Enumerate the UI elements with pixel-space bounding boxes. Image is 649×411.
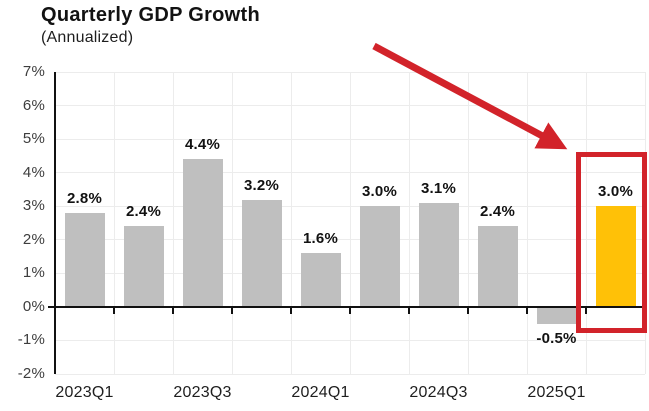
- x-axis-tick-3: [231, 306, 233, 314]
- bar-2023Q4: [241, 199, 282, 307]
- x-axis-tick-2: [172, 306, 174, 314]
- x-axis-label-2023Q3: 2023Q3: [173, 384, 232, 401]
- x-axis-tick-0: [54, 306, 56, 314]
- y-axis-label-3%: 3%: [22, 197, 45, 215]
- x-axis-zero-line: [48, 305, 645, 308]
- bar-value-label-2024Q3: 3.1%: [421, 179, 456, 197]
- x-axis-label-2024Q3: 2024Q3: [409, 384, 468, 401]
- x-axis-label-2023Q1: 2023Q1: [55, 384, 114, 401]
- x-axis-tick-9: [585, 306, 587, 314]
- gridline-v-6: [408, 72, 410, 374]
- highlighted-bar-2025Q2: [595, 206, 636, 307]
- gridline-v-7: [467, 72, 469, 374]
- x-axis-tick-6: [408, 306, 410, 314]
- x-axis-tick-7: [467, 306, 469, 314]
- gridline-v-3: [231, 72, 233, 374]
- gridline-v-2: [172, 72, 174, 374]
- bar-2023Q3: [182, 159, 223, 307]
- y-axis-label-2%: 2%: [22, 230, 45, 248]
- gridline-v-5: [349, 72, 351, 374]
- red-highlight-box: [576, 152, 647, 333]
- bar-2024Q1: [300, 253, 341, 307]
- bar-value-label-2024Q4: 2.4%: [480, 203, 515, 221]
- bar-value-label-2024Q2: 3.0%: [362, 183, 397, 201]
- y-axis-label-1%: 1%: [22, 264, 45, 282]
- x-axis-tick-5: [349, 306, 351, 314]
- y-axis-label-4%: 4%: [22, 163, 45, 181]
- bar-2024Q4: [477, 226, 518, 307]
- bar-value-label-2023Q2: 2.4%: [126, 203, 161, 221]
- bar-value-label-2025Q2: 3.0%: [598, 183, 633, 201]
- x-axis-label-2024Q1: 2024Q1: [291, 384, 350, 401]
- bar-value-label-2023Q1: 2.8%: [67, 189, 102, 207]
- bar-value-label-2024Q1: 1.6%: [303, 230, 338, 248]
- x-axis-label-2025Q1: 2025Q1: [527, 384, 586, 401]
- bar-value-label-2025Q1: -0.5%: [536, 329, 577, 347]
- y-axis-line: [54, 72, 56, 374]
- x-axis-tick-4: [290, 306, 292, 314]
- bar-2025Q1: [536, 306, 577, 324]
- gridline-v-8: [526, 72, 528, 374]
- bar-2023Q1: [64, 212, 105, 307]
- y-axis-label-0%: 0%: [22, 297, 45, 315]
- bar-value-label-2023Q4: 3.2%: [244, 176, 279, 194]
- bar-2023Q2: [123, 226, 164, 307]
- chart-title: Quarterly GDP Growth: [41, 4, 261, 26]
- bar-2024Q2: [359, 206, 400, 307]
- chart-subtitle: (Annualized): [41, 29, 134, 46]
- x-axis-tick-8: [526, 306, 528, 314]
- gridline-v-1: [113, 72, 115, 374]
- bar-2024Q3: [418, 202, 459, 307]
- y-axis-label-5%: 5%: [22, 130, 45, 148]
- gridline-v-4: [290, 72, 292, 374]
- gridline-h--2pct: [55, 373, 645, 375]
- y-axis-label--2%: -2%: [17, 365, 45, 382]
- y-axis-label--1%: -1%: [17, 331, 45, 349]
- y-axis-label-6%: 6%: [22, 96, 45, 114]
- bar-value-label-2023Q3: 4.4%: [185, 136, 220, 154]
- x-axis-tick-1: [113, 306, 115, 314]
- gridline-v-9: [585, 72, 587, 374]
- y-axis-label-7%: 7%: [22, 63, 45, 80]
